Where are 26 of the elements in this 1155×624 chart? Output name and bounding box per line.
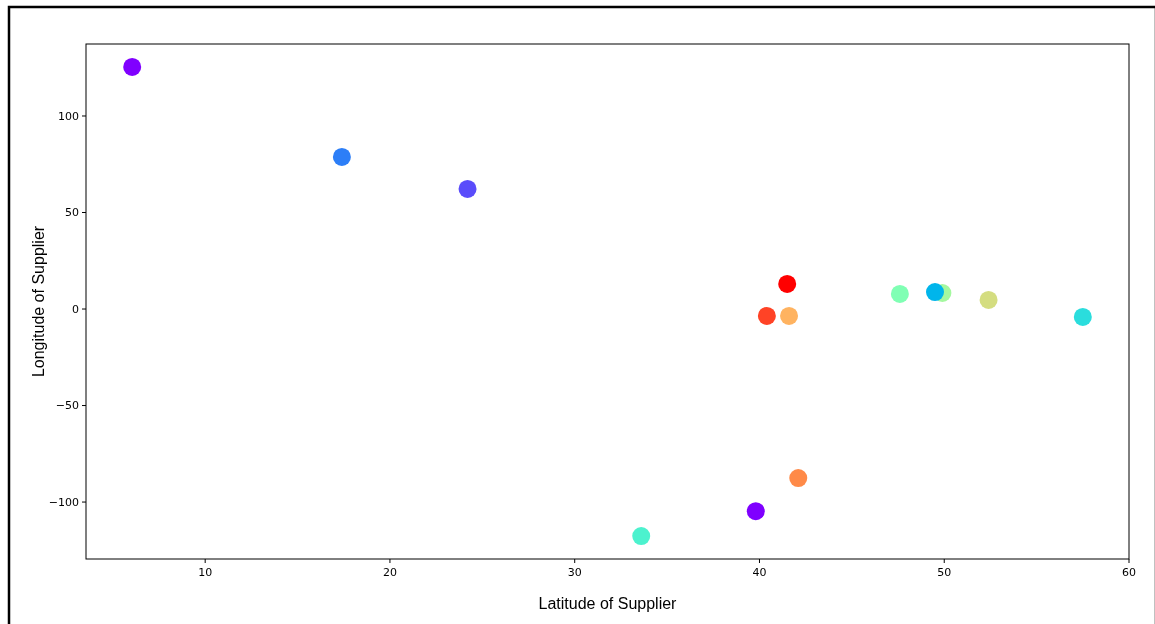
point bbox=[926, 283, 944, 302]
y-tick-label: 100 bbox=[58, 109, 79, 123]
point bbox=[332, 147, 351, 166]
x-tick-label: 30 bbox=[567, 566, 582, 579]
point bbox=[458, 179, 477, 198]
point bbox=[1073, 307, 1092, 326]
point bbox=[780, 306, 799, 325]
x-axis-title: Latitude of Supplier bbox=[538, 595, 678, 612]
x-tick-label: 60 bbox=[1122, 566, 1136, 579]
point bbox=[979, 290, 998, 309]
y-tick-label: 50 bbox=[65, 206, 79, 220]
x-tick-label: 40 bbox=[752, 566, 767, 579]
x-tick-label: 50 bbox=[937, 566, 952, 579]
point bbox=[632, 527, 651, 546]
point bbox=[757, 306, 776, 325]
y-tick-label: 0 bbox=[72, 302, 79, 316]
x-tick-label: 20 bbox=[382, 566, 397, 579]
point bbox=[746, 502, 765, 521]
point bbox=[123, 57, 142, 76]
point bbox=[778, 274, 797, 293]
x-tick-label: 10 bbox=[198, 566, 213, 579]
y-tick-label: −50 bbox=[55, 399, 79, 413]
y-tick-label: −100 bbox=[48, 495, 79, 509]
point bbox=[789, 469, 808, 488]
y-axis-title: Longitude of Supplier bbox=[30, 225, 47, 378]
point bbox=[890, 284, 909, 303]
